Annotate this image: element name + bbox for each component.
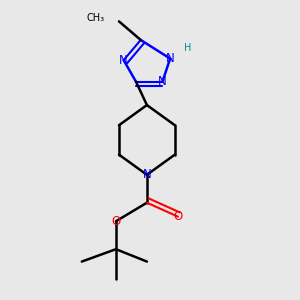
Text: N: N	[166, 52, 175, 65]
Text: O: O	[173, 210, 182, 223]
Text: O: O	[111, 215, 121, 228]
Text: N: N	[142, 168, 151, 181]
Text: N: N	[158, 75, 167, 88]
Text: H: H	[184, 43, 191, 53]
Text: N: N	[119, 54, 128, 67]
Text: CH₃: CH₃	[87, 13, 105, 23]
